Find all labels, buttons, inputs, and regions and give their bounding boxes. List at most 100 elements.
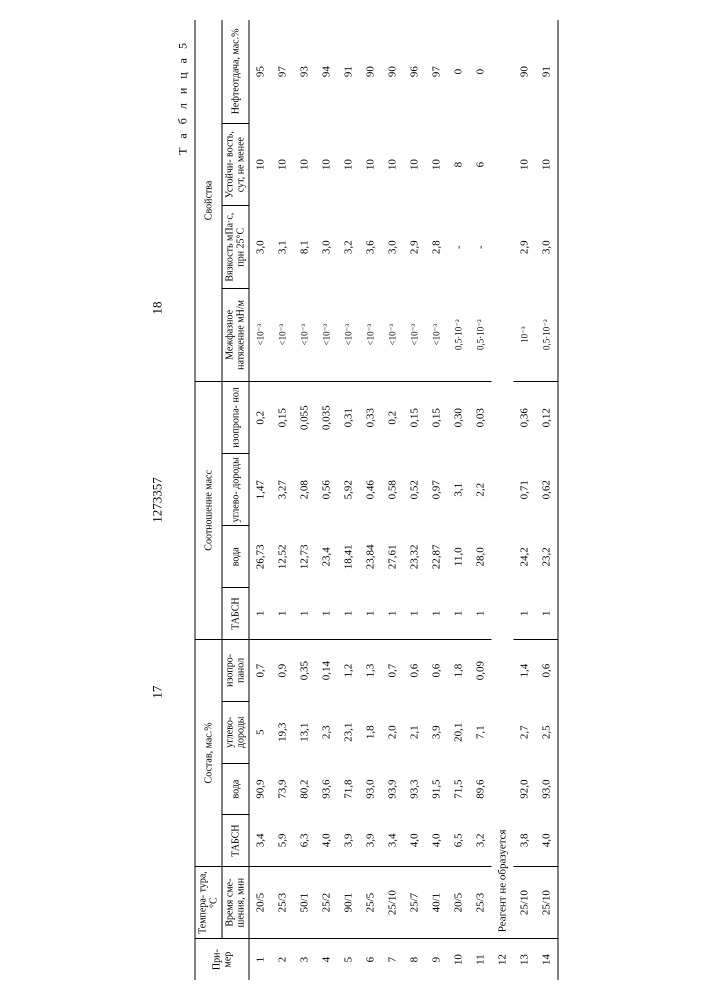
cell-voda: 80,2 bbox=[293, 763, 315, 815]
cell-mezh: <10⁻³ bbox=[425, 288, 447, 381]
cell-t: 25/10 bbox=[513, 866, 535, 938]
cell-voda: 71,5 bbox=[447, 763, 469, 815]
cell-tabsn2: 1 bbox=[535, 588, 558, 640]
cell-n: 5 bbox=[337, 939, 359, 980]
cell-t: 25/3 bbox=[271, 866, 293, 938]
cell-n: 11 bbox=[469, 939, 491, 980]
cell-iz2: 0,31 bbox=[337, 381, 359, 453]
cell-mezh: 0,5·10⁻² bbox=[447, 288, 469, 381]
cell-n: 12 bbox=[491, 939, 513, 980]
cell-t: 25/2 bbox=[315, 866, 337, 938]
cell-tabsn: 3,4 bbox=[381, 815, 403, 867]
page-content: 17 1273357 18 Т а б л и ц а 5 При- мер Т… bbox=[149, 20, 558, 980]
cell-voda2: 22,87 bbox=[425, 526, 447, 588]
cell-ug2: 5,92 bbox=[337, 454, 359, 526]
table-row: 225/35,973,919,30,9112,523,270,15<10⁻³3,… bbox=[271, 20, 293, 980]
table-row: 1325/103,892,02,71,4124,20,710,3610⁻³2,9… bbox=[513, 20, 535, 980]
col-temp: Темпера- тура, °С bbox=[195, 866, 222, 938]
col-neft: Нефтеотдача, мас.% bbox=[222, 20, 249, 123]
page-num-left: 17 bbox=[149, 686, 165, 699]
cell-vy: 3,2 bbox=[337, 206, 359, 289]
col-voda: вода bbox=[222, 763, 249, 815]
cell-iz: 0,09 bbox=[469, 639, 491, 701]
table-row: 1125/33,289,67,10,09128,02,20,030,5·10⁻²… bbox=[469, 20, 491, 980]
cell-vy: 2,9 bbox=[403, 206, 425, 289]
cell-vy: 3,0 bbox=[381, 206, 403, 289]
col-vyaz: Вязкость мПа·с, при 25°С bbox=[222, 206, 249, 289]
col-primer: При- мер bbox=[195, 939, 249, 980]
cell-t: 25/10 bbox=[381, 866, 403, 938]
cell-ug: 2,7 bbox=[513, 701, 535, 763]
cell-tabsn2: 1 bbox=[315, 588, 337, 640]
cell-ug: 23,1 bbox=[337, 701, 359, 763]
cell-ug: 2,0 bbox=[381, 701, 403, 763]
cell-n: 8 bbox=[403, 939, 425, 980]
cell-t: 20/5 bbox=[447, 866, 469, 938]
cell-iz2: 0,035 bbox=[315, 381, 337, 453]
col-mezh: Межфазное натяжение мН/м bbox=[222, 288, 249, 381]
col-temp-sub: Время сме- шения, мин bbox=[222, 866, 249, 938]
cell-voda: 93,6 bbox=[315, 763, 337, 815]
cell-iz2: 0,36 bbox=[513, 381, 535, 453]
cell-ug: 2,5 bbox=[535, 701, 558, 763]
table-row: 590/13,971,823,11,2118,415,920,31<10⁻³3,… bbox=[337, 20, 359, 980]
cell-tabsn2: 1 bbox=[513, 588, 535, 640]
cell-iz2: 0,30 bbox=[447, 381, 469, 453]
cell-voda: 90,9 bbox=[249, 763, 271, 815]
cell-tabsn2: 1 bbox=[403, 588, 425, 640]
cell-voda2: 11,0 bbox=[447, 526, 469, 588]
cell-voda2: 23,32 bbox=[403, 526, 425, 588]
cell-iz: 1,8 bbox=[447, 639, 469, 701]
cell-n: 4 bbox=[315, 939, 337, 980]
cell-t: 90/1 bbox=[337, 866, 359, 938]
cell-n: 13 bbox=[513, 939, 535, 980]
cell-ug2: 0,52 bbox=[403, 454, 425, 526]
col-sootn: Соотношение масс bbox=[195, 381, 222, 639]
cell-iz: 1,2 bbox=[337, 639, 359, 701]
cell-nf: 90 bbox=[381, 20, 403, 123]
cell-tabsn: 4,0 bbox=[403, 815, 425, 867]
table-header: При- мер Темпера- тура, °С Состав, мас.%… bbox=[195, 20, 250, 980]
cell-voda: 93,9 bbox=[381, 763, 403, 815]
cell-n: 14 bbox=[535, 939, 558, 980]
cell-ug: 2,3 bbox=[315, 701, 337, 763]
cell-vy: 3,1 bbox=[271, 206, 293, 289]
cell-us: 8 bbox=[447, 123, 469, 206]
cell-mezh: <10⁻³ bbox=[381, 288, 403, 381]
cell-iz2: 0,15 bbox=[425, 381, 447, 453]
cell-tabsn: 5,9 bbox=[271, 815, 293, 867]
cell-iz2: 0,2 bbox=[381, 381, 403, 453]
table-row: 12Реагент не образуется bbox=[491, 20, 513, 980]
cell-tabsn: 3,9 bbox=[359, 815, 381, 867]
cell-nf: 91 bbox=[337, 20, 359, 123]
cell-voda2: 18,41 bbox=[337, 526, 359, 588]
cell-tabsn2: 1 bbox=[469, 588, 491, 640]
cell-vy: - bbox=[447, 206, 469, 289]
cell-us: 10 bbox=[535, 123, 558, 206]
cell-nf: 97 bbox=[425, 20, 447, 123]
cell-us: 6 bbox=[469, 123, 491, 206]
page-num-center: 1273357 bbox=[149, 477, 165, 523]
cell-vy: 8,1 bbox=[293, 206, 315, 289]
col-ustoi: Устойчи- вость, сут, не менее bbox=[222, 123, 249, 206]
cell-mezh: <10⁻³ bbox=[337, 288, 359, 381]
cell-iz2: 0,2 bbox=[249, 381, 271, 453]
cell-note: Реагент не образуется bbox=[491, 20, 513, 939]
cell-us: 10 bbox=[403, 123, 425, 206]
col-uglev: углево- дороды bbox=[222, 701, 249, 763]
cell-tabsn: 3,8 bbox=[513, 815, 535, 867]
col-voda2: вода bbox=[222, 526, 249, 588]
cell-n: 7 bbox=[381, 939, 403, 980]
cell-mezh: <10⁻³ bbox=[315, 288, 337, 381]
cell-mezh: <10⁻³ bbox=[271, 288, 293, 381]
cell-nf: 0 bbox=[469, 20, 491, 123]
cell-voda2: 23,4 bbox=[315, 526, 337, 588]
cell-us: 10 bbox=[381, 123, 403, 206]
cell-tabsn2: 1 bbox=[425, 588, 447, 640]
table-row: 120/53,490,950,7126,731,470,2<10⁻³3,0109… bbox=[249, 20, 271, 980]
cell-us: 10 bbox=[249, 123, 271, 206]
cell-ug2: 0,46 bbox=[359, 454, 381, 526]
cell-ug2: 3,27 bbox=[271, 454, 293, 526]
cell-voda: 93,3 bbox=[403, 763, 425, 815]
col-uglev2: углево- дороды bbox=[222, 454, 249, 526]
